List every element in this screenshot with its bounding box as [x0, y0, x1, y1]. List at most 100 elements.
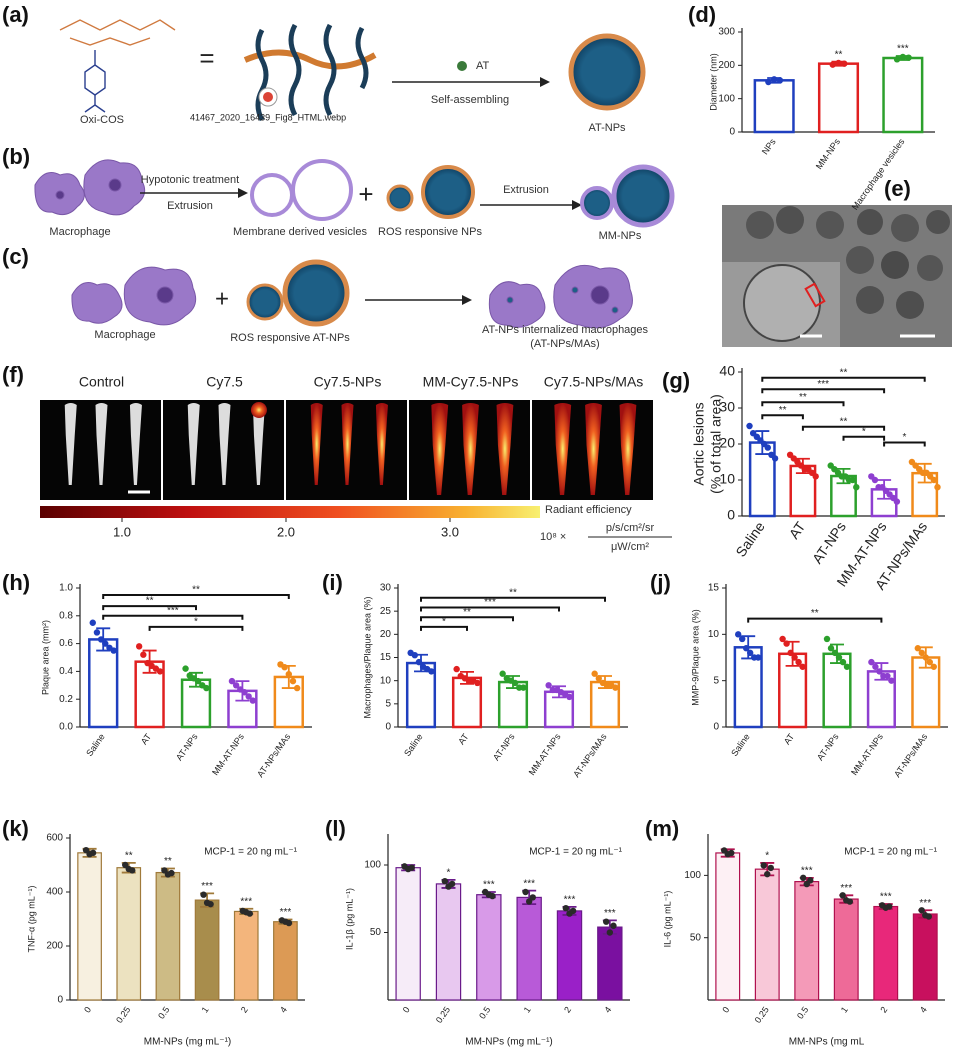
significance-label: ***	[840, 883, 852, 894]
data-point	[411, 651, 418, 659]
y-tick-label: 100	[364, 860, 381, 871]
x-tick-label: 0.25	[753, 1005, 771, 1025]
significance-label: **	[840, 367, 848, 378]
data-point	[595, 675, 602, 682]
significance-label: ***	[604, 908, 616, 919]
x-tick-label: 1	[200, 1005, 211, 1015]
data-point	[893, 56, 901, 63]
significance-label: **	[463, 607, 471, 618]
y-tick-label: 25	[380, 606, 392, 617]
y-axis-label: Diameter (nm)	[708, 53, 718, 111]
y-tick-label: 200	[718, 60, 735, 71]
process-label: Self-assembling	[431, 94, 509, 106]
data-point	[728, 849, 735, 857]
x-tick-label: AT-NPs/MAs	[255, 731, 293, 779]
x-axis-label: MM-NPs (mg mL⁻¹)	[465, 1037, 553, 1048]
y-tick-label: 5	[385, 698, 391, 709]
np-label: ROS responsive NPs	[378, 226, 482, 238]
significance-label: **	[509, 587, 517, 598]
data-point	[566, 693, 573, 701]
product-label: (AT-NPs/MAs)	[530, 338, 599, 350]
data-point	[872, 663, 879, 670]
data-point	[776, 77, 784, 84]
x-tick-label: AT	[786, 518, 809, 541]
x-tick-label: 2	[239, 1005, 250, 1015]
y-tick-label: 300	[718, 27, 735, 38]
data-point	[249, 697, 257, 704]
significance-bracket	[842, 435, 886, 441]
y-tick-label: 0	[729, 127, 735, 138]
data-point	[610, 922, 617, 929]
significance-label: **	[799, 392, 807, 403]
data-point	[807, 877, 814, 884]
plus-sign: +	[358, 179, 373, 209]
bar	[873, 905, 899, 1001]
data-point	[285, 919, 293, 927]
data-point	[97, 636, 105, 643]
significance-label: **	[192, 585, 200, 596]
bar	[789, 464, 817, 518]
panel-label: (i)	[322, 570, 343, 595]
y-tick-label: 1.0	[59, 583, 73, 594]
y-tick-label: 10	[719, 471, 735, 487]
aorta	[252, 403, 265, 485]
y-tick-label: 40	[719, 363, 735, 379]
x-tick-label: AT	[139, 731, 154, 746]
x-tick-label: MM-NPs	[814, 136, 843, 171]
data-point	[520, 684, 527, 691]
data-point	[428, 668, 435, 675]
y-tick-label: 0	[57, 995, 63, 1006]
product-label: AT-NPs	[588, 122, 626, 134]
significance-bracket	[102, 593, 290, 599]
data-point	[591, 670, 598, 677]
cell-label: Macrophage	[49, 226, 110, 238]
data-point	[783, 640, 790, 647]
panel-label: (l)	[325, 816, 346, 841]
aorta	[375, 403, 388, 485]
y-tick-label: 10	[380, 675, 392, 686]
data-point	[746, 422, 753, 430]
y-tick-label: 20	[380, 629, 392, 640]
data-point	[823, 635, 831, 643]
data-point	[876, 668, 883, 675]
bar	[715, 852, 741, 1001]
data-point	[831, 649, 839, 657]
significance-label: ***	[523, 878, 535, 889]
aorta	[95, 403, 108, 485]
data-point	[289, 677, 297, 685]
x-tick-label: MM-AT-NPs	[210, 731, 246, 777]
macrophages	[34, 159, 146, 216]
x-tick-label: NPs	[760, 136, 778, 156]
tem-image	[722, 205, 952, 347]
data-point	[562, 905, 570, 912]
data-point	[207, 900, 214, 908]
product-label: MM-NPs	[599, 230, 642, 242]
significance-label: ***	[167, 605, 179, 616]
significance-bracket	[420, 616, 514, 622]
x-tick-label: 0	[720, 1005, 731, 1015]
data-point	[89, 619, 96, 626]
data-point	[415, 658, 423, 666]
polymer-name: Oxi-COS	[80, 114, 124, 126]
data-point	[884, 672, 891, 680]
significance-bracket	[148, 625, 244, 631]
annotation: MCP-1 = 20 ng mL⁻¹	[844, 847, 937, 858]
significance-label: **	[779, 405, 787, 416]
annotation: MCP-1 = 20 ng mL⁻¹	[204, 847, 297, 858]
data-point	[293, 684, 301, 692]
significance-bracket	[761, 414, 804, 420]
data-point	[888, 677, 895, 684]
bar	[912, 913, 938, 1001]
x-tick-label: AT	[782, 731, 797, 746]
significance-label: *	[442, 617, 446, 628]
data-point	[89, 849, 97, 857]
significance-bracket	[761, 388, 886, 394]
data-point	[764, 870, 771, 878]
loaded-macrophages	[488, 265, 633, 329]
data-point	[846, 898, 854, 905]
coated-nanoparticle	[580, 186, 614, 220]
data-point	[918, 649, 926, 657]
significance-bracket	[761, 376, 926, 382]
significance-bracket	[420, 625, 468, 631]
bar	[435, 883, 462, 1001]
